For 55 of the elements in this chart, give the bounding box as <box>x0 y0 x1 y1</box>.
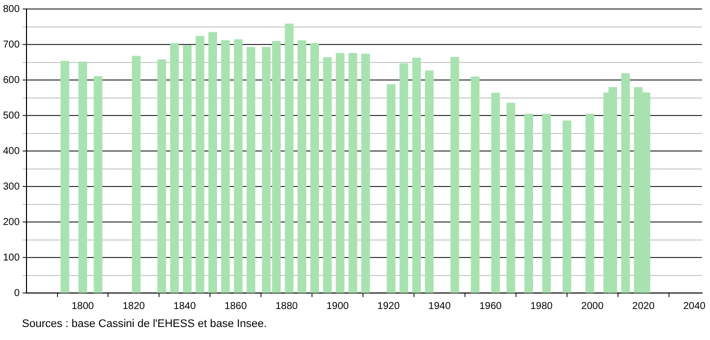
x-tick-label: 1860 <box>224 300 248 312</box>
x-tick-label: 1940 <box>428 300 452 312</box>
bar <box>246 47 256 293</box>
y-tick-label: 200 <box>2 216 20 228</box>
x-tick-label: 1960 <box>479 300 502 312</box>
x-tick-label: 2000 <box>581 300 604 312</box>
bar <box>323 57 332 293</box>
bar <box>310 43 319 293</box>
bar <box>400 63 408 293</box>
bar <box>386 84 396 293</box>
bar <box>234 39 243 293</box>
y-tick-label: 700 <box>2 39 20 50</box>
bar <box>450 56 460 293</box>
y-tick-label: 600 <box>2 74 20 86</box>
bar <box>621 73 630 293</box>
bar <box>221 40 230 293</box>
x-tick-label: 2040 <box>683 300 706 312</box>
bar <box>182 45 192 293</box>
bar <box>298 40 306 293</box>
source-note: Sources : base Cassini de l'EHESS et base Insee. <box>22 318 267 330</box>
bar <box>470 76 480 293</box>
bar <box>348 53 358 293</box>
bar <box>284 24 294 293</box>
x-tick-label: 2020 <box>632 300 655 312</box>
x-tick-label: 1980 <box>530 300 554 312</box>
y-tick-label: 300 <box>2 181 20 192</box>
bar <box>94 76 102 293</box>
x-tick-label: 1920 <box>377 300 400 312</box>
x-tick-label: 1900 <box>326 300 350 312</box>
bar <box>506 102 516 293</box>
x-tick-label: 1880 <box>275 300 298 312</box>
bar <box>586 114 594 293</box>
bar <box>361 54 370 293</box>
bar <box>542 114 551 293</box>
x-tick-label: 1840 <box>174 300 196 312</box>
bar <box>208 32 218 293</box>
y-tick-label: 0 <box>14 288 20 299</box>
bar <box>336 53 344 293</box>
y-tick-label: 100 <box>2 252 20 264</box>
bar <box>562 120 572 293</box>
bar <box>157 59 166 293</box>
y-tick-label: 500 <box>2 110 20 122</box>
bar <box>412 58 421 293</box>
x-tick-label: 1800 <box>72 300 94 312</box>
y-tick-label: 800 <box>2 4 20 15</box>
bar <box>196 36 204 293</box>
bar <box>491 92 500 293</box>
bar <box>170 43 179 293</box>
bar <box>78 62 88 293</box>
bar <box>132 56 141 293</box>
bar <box>524 114 534 293</box>
y-tick-label: 400 <box>2 146 20 157</box>
bar <box>60 60 70 293</box>
bar <box>424 70 434 293</box>
x-tick-label: 1820 <box>122 300 146 312</box>
